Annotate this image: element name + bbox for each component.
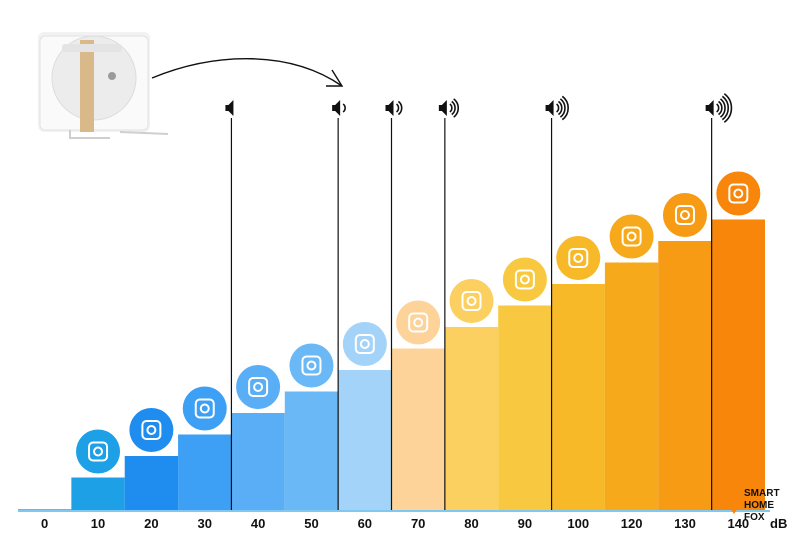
speech-bubbles-icon-glyph: [354, 334, 375, 354]
bar-10: [71, 477, 125, 511]
bar-40: [231, 413, 285, 511]
bar-130: [658, 241, 712, 511]
whisper-icon-glyph: [194, 398, 215, 419]
bar-60: [338, 370, 392, 511]
tick-label-0: 0: [41, 516, 48, 531]
leaves-icon-glyph: [141, 420, 162, 440]
bar-70: [391, 348, 445, 511]
bar-20: [124, 456, 179, 511]
bar-80: [444, 327, 499, 511]
fridge-icon: [236, 365, 281, 409]
bar-50: [284, 391, 339, 511]
fireworks-icon-glyph: [728, 183, 749, 204]
tick-label-20: 20: [144, 516, 158, 531]
tick-label-120: 120: [621, 516, 643, 531]
bar-100: [551, 284, 605, 511]
brand-line-2: HOME: [744, 500, 774, 511]
bar-140: [711, 219, 765, 511]
tick-label-50: 50: [304, 516, 318, 531]
hair-dryer-icon-glyph: [514, 269, 535, 290]
tick-label-100: 100: [567, 516, 589, 531]
brand-line-1: SMART: [744, 488, 780, 499]
tick-label-60: 60: [358, 516, 372, 531]
speaker-icon: [438, 98, 460, 118]
police-car-icon-glyph: [674, 205, 695, 225]
trombone-icon-glyph: [621, 226, 642, 247]
piano-icon-glyph: [461, 291, 482, 311]
tick-label-40: 40: [251, 516, 265, 531]
lungs-icon: [76, 429, 121, 474]
police-car-icon: [662, 193, 707, 237]
tick-label-10: 10: [91, 516, 105, 531]
fireworks-icon: [716, 171, 761, 216]
speech-bubbles-icon: [342, 322, 387, 366]
pointer-arrow: [151, 58, 343, 87]
speaker-icon: [545, 95, 569, 121]
tick-label-30: 30: [198, 516, 212, 531]
speaker-icon: [705, 93, 733, 123]
tick-label-80: 80: [464, 516, 478, 531]
arrow-head: [326, 69, 344, 87]
bar-120: [604, 262, 659, 511]
rain-cloud-icon-glyph: [301, 355, 322, 376]
coffee-machine-icon: [556, 236, 601, 280]
smart-home-fox-logo: SMART HOME FOX: [727, 488, 780, 523]
tick-label-140: 140: [727, 516, 749, 531]
speaker-icon: [225, 100, 234, 116]
speaker-icon: [332, 100, 346, 116]
trombone-icon: [609, 214, 654, 259]
whisper-icon: [182, 386, 227, 431]
tick-label-70: 70: [411, 516, 425, 531]
speaker-icon: [385, 100, 403, 116]
fridge-icon-glyph: [248, 377, 269, 397]
brand-line-3: FOX: [744, 512, 765, 523]
robot-product-image: [38, 32, 169, 139]
rain-cloud-icon: [289, 343, 334, 388]
leaves-icon: [129, 408, 174, 452]
tick-label-90: 90: [518, 516, 532, 531]
fox-icon: [727, 488, 741, 514]
bar-90: [498, 305, 552, 511]
washing-machine-icon-glyph: [408, 312, 429, 333]
piano-icon: [449, 279, 494, 323]
lungs-icon-glyph: [88, 441, 109, 462]
coffee-machine-icon-glyph: [568, 248, 589, 268]
tick-label-130: 130: [674, 516, 696, 531]
washing-machine-icon: [396, 300, 441, 345]
hair-dryer-icon: [502, 257, 547, 302]
bar-30: [178, 434, 232, 511]
unit-label: dB: [770, 516, 787, 531]
